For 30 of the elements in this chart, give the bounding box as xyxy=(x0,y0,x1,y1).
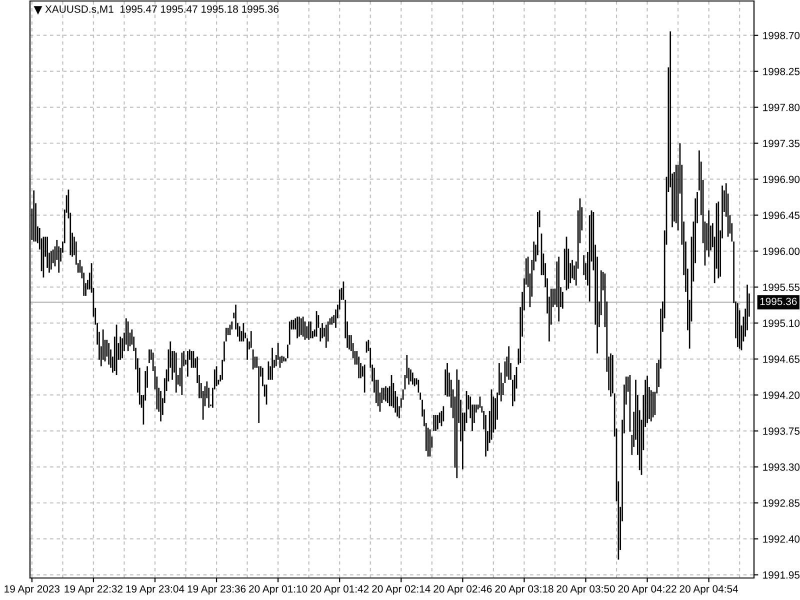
x-tick-label: 19 Apr 23:36 xyxy=(188,585,246,595)
x-tick-label: 20 Apr 03:18 xyxy=(495,585,554,595)
y-tick-label: 1993.30 xyxy=(763,463,800,471)
x-tick-label: 20 Apr 02:46 xyxy=(434,585,492,595)
x-tick-label: 19 Apr 2023 xyxy=(4,585,60,595)
x-tick-label: 20 Apr 01:10 xyxy=(249,585,308,595)
y-tick-label: 1996.45 xyxy=(763,212,800,220)
y-tick-label: 1997.80 xyxy=(763,104,800,112)
x-tick-label: 20 Apr 03:50 xyxy=(556,585,615,595)
x-tick-label: 19 Apr 23:04 xyxy=(126,585,184,595)
y-tick-label: 1998.70 xyxy=(763,32,800,40)
x-tick-label: 20 Apr 01:42 xyxy=(310,585,369,595)
y-tick-label: 1992.40 xyxy=(763,535,800,543)
y-tick-label: 1998.25 xyxy=(763,68,800,76)
x-tick-label: 19 Apr 22:32 xyxy=(64,585,122,595)
y-tick-label: 1997.35 xyxy=(763,140,800,148)
ref-line-label: 1995.36 xyxy=(760,298,797,306)
y-tick-label: 1995.10 xyxy=(763,320,800,327)
y-tick-label: 1996.90 xyxy=(763,176,800,184)
y-tick-label: 1994.65 xyxy=(763,356,800,363)
y-tick-label: 1996.00 xyxy=(763,248,800,256)
y-tick-label: 1993.75 xyxy=(763,427,800,435)
x-tick-label: 20 Apr 02:14 xyxy=(372,585,430,595)
y-tick-label: 1991.95 xyxy=(763,571,800,579)
y-tick-label: 1992.85 xyxy=(763,499,800,507)
y-tick-label: 1994.20 xyxy=(763,391,800,399)
chart-title: XAUUSD.s,M1 1995.47 1995.47 1995.18 1995.36 xyxy=(45,5,279,14)
y-tick-label: 1995.55 xyxy=(763,284,800,291)
x-tick-label: 20 Apr 04:22 xyxy=(618,585,676,595)
x-tick-label: 20 Apr 04:54 xyxy=(680,585,738,595)
